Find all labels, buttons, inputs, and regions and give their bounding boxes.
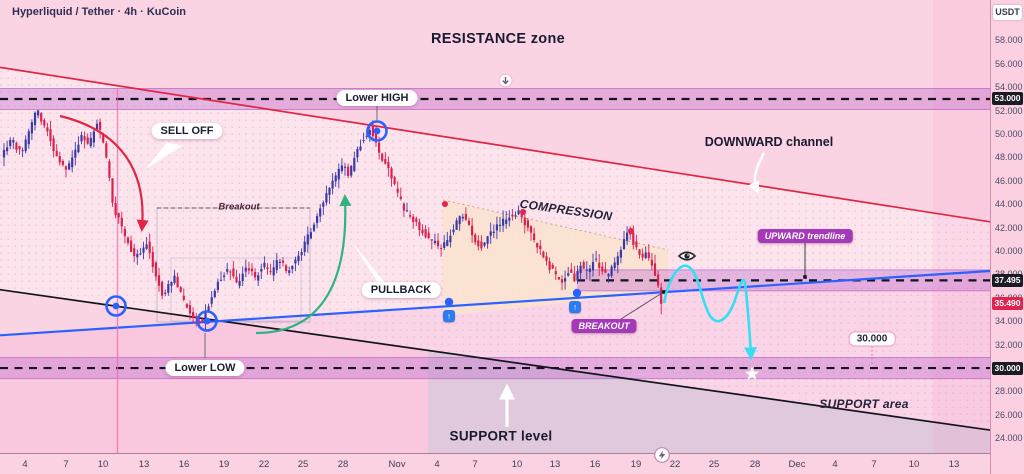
time-tick: 16 <box>178 459 190 470</box>
breakout-range-label[interactable]: Breakout <box>218 201 260 213</box>
price-tick: 24.000 <box>995 433 1023 444</box>
downward-channel-top-line[interactable] <box>0 66 990 223</box>
currency-button[interactable]: USDT <box>993 5 1022 20</box>
time-tick: 25 <box>297 459 309 470</box>
long-marker-badge-1[interactable]: ↑ <box>443 310 455 322</box>
time-tick: Nov <box>388 459 406 470</box>
trendline-touch-dot[interactable] <box>572 288 582 298</box>
projection-path[interactable] <box>662 264 758 361</box>
sell-off-arrow[interactable] <box>59 114 149 233</box>
time-tick: 10 <box>511 459 523 470</box>
downward-channel-label[interactable]: DOWNWARD channel <box>704 135 834 149</box>
swing-high-dot <box>442 201 448 207</box>
price-label-last-price: 35.490 <box>992 297 1023 311</box>
trendline-touch-dot[interactable] <box>444 297 454 307</box>
symbol-title[interactable]: Hyperliquid / Tether · 4h · KuCoin <box>12 6 186 18</box>
time-tick: 7 <box>871 459 877 470</box>
support-level-label[interactable]: SUPPORT level <box>449 428 553 444</box>
target-circle-marker[interactable] <box>105 295 127 317</box>
time-tick: 10 <box>908 459 920 470</box>
lower-high-label[interactable]: Lower HIGH <box>336 90 418 106</box>
time-tick: 7 <box>472 459 478 470</box>
time-tick: 7 <box>63 459 69 470</box>
chart-canvas[interactable] <box>0 0 990 453</box>
time-axis[interactable]: 4 7 10 13 16 19 22 25 28 Nov 4 7 10 13 16 19 22 25 28 Dec 4 7… <box>0 453 990 474</box>
downward-channel-arrow <box>748 152 766 194</box>
time-tick: 22 <box>669 459 681 470</box>
price-tick: 52.000 <box>995 105 1023 116</box>
compression-zone[interactable] <box>443 200 668 316</box>
time-tick: 4 <box>22 459 28 470</box>
star-icon <box>744 366 760 381</box>
time-tick: 25 <box>708 459 720 470</box>
price-tick: 26.000 <box>995 409 1023 420</box>
time-tick: 13 <box>549 459 561 470</box>
time-tick: 19 <box>218 459 230 470</box>
time-tick: 4 <box>434 459 440 470</box>
resistance-zone-label[interactable]: RESISTANCE zone <box>431 31 565 47</box>
target-level-pill[interactable]: 30.000 <box>848 331 896 347</box>
price-tick: 50.000 <box>995 129 1023 140</box>
price-tick: 46.000 <box>995 175 1023 186</box>
pullback-arrow[interactable] <box>255 193 352 335</box>
highlight-column <box>933 0 990 453</box>
breakout-pill[interactable]: BREAKOUT <box>571 319 637 333</box>
price-tick: 56.000 <box>995 58 1023 69</box>
price-tick: 40.000 <box>995 246 1023 257</box>
time-tick: 28 <box>749 459 761 470</box>
price-tick: 42.000 <box>995 222 1023 233</box>
eye-icon <box>677 251 697 261</box>
lightning-marker-icon[interactable] <box>653 446 671 464</box>
support-area-label[interactable]: SUPPORT area <box>819 397 909 411</box>
price-label-breakout-level: 37.495 <box>992 273 1023 287</box>
price-label-support: 30.000 <box>992 361 1023 375</box>
long-marker-badge-2[interactable]: ↑ <box>569 301 581 313</box>
pullback-callout[interactable]: PULLBACK <box>361 282 441 298</box>
time-tick: 16 <box>589 459 601 470</box>
price-tick: 28.000 <box>995 386 1023 397</box>
price-tick: 54.000 <box>995 82 1023 93</box>
price-axis[interactable]: USDT 24.000 26.000 28.000 30.000 32.000 34.00… <box>990 0 1024 474</box>
price-tick: 48.000 <box>995 152 1023 163</box>
chart-area[interactable]: Hyperliquid / Tether · 4h · KuCoin RESIS… <box>0 0 990 453</box>
swing-high-dot <box>628 228 634 234</box>
price-tick: 34.000 <box>995 316 1023 327</box>
support-area-fill <box>428 350 990 453</box>
upward-trendline-pill[interactable]: UPWARD trendline <box>757 229 853 243</box>
time-tick: 28 <box>337 459 349 470</box>
time-tick: 4 <box>832 459 838 470</box>
price-tick: 58.000 <box>995 35 1023 46</box>
time-tick: 22 <box>258 459 270 470</box>
sell-off-callout[interactable]: SELL OFF <box>151 123 223 139</box>
time-tick: 13 <box>948 459 960 470</box>
price-label-resistance: 53.000 <box>992 92 1023 106</box>
upward-trendline-line[interactable] <box>0 269 990 337</box>
arrow-down-circle-icon <box>498 73 513 88</box>
time-tick: 19 <box>630 459 642 470</box>
swing-high-dot <box>520 209 526 215</box>
time-tick: 13 <box>138 459 150 470</box>
downward-channel-bottom-line[interactable] <box>0 288 990 431</box>
lower-low-label[interactable]: Lower LOW <box>165 360 245 376</box>
target-circle-marker[interactable] <box>366 120 388 142</box>
price-tick: 32.000 <box>995 339 1023 350</box>
time-tick: 10 <box>97 459 109 470</box>
target-circle-marker[interactable] <box>196 310 218 332</box>
price-tick: 44.000 <box>995 199 1023 210</box>
time-tick: Dec <box>788 459 806 470</box>
